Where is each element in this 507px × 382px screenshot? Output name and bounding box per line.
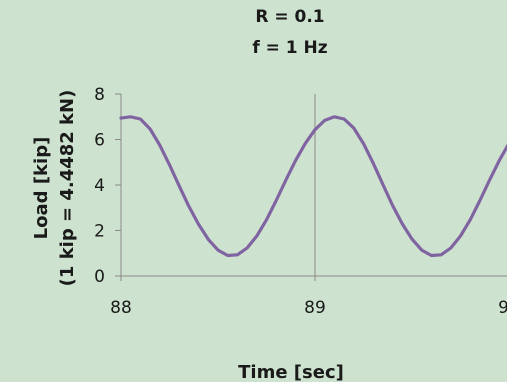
y-tick-label-3: 6	[94, 131, 105, 151]
x-axis-title: Time [sec]	[238, 362, 344, 382]
x-tick-label-1: 89	[304, 298, 326, 318]
y-axis-title-line-1: Load [kip]	[31, 137, 52, 240]
y-tick-label-2: 4	[94, 176, 105, 196]
y-axis-title: Load [kip] (1 kip = 4.4482 kN)	[31, 90, 78, 287]
x-tick-label-0: 88	[110, 298, 132, 318]
chart-title: R = 0.1	[255, 7, 324, 27]
series-layer	[119, 115, 507, 258]
x-tick-label-2: 90	[498, 298, 507, 318]
grid-layer	[115, 93, 507, 281]
chart-subtitle: f = 1 Hz	[252, 38, 327, 58]
y-tick-label-1: 2	[94, 222, 105, 242]
tick-label-layer: 88 89 90 0 2 4 6 8	[94, 85, 507, 318]
series-line-0	[119, 115, 507, 258]
y-axis-title-line-2: (1 kip = 4.4482 kN)	[57, 90, 78, 287]
y-tick-label-0: 0	[94, 267, 105, 287]
y-tick-label-4: 8	[94, 85, 105, 105]
